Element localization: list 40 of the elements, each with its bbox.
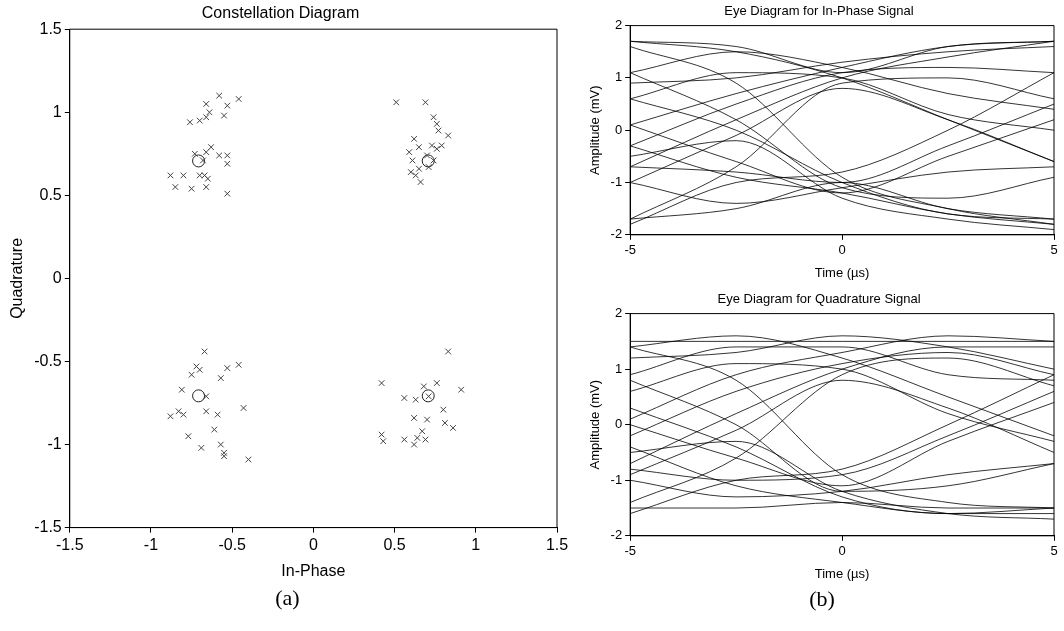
- y-tick-label: -1: [47, 434, 62, 452]
- chart-title: Eye Diagram for Quadrature Signal: [717, 291, 921, 307]
- y-tick-label: -2: [610, 226, 623, 242]
- y-tick-label: 0: [52, 268, 62, 286]
- x-tick-label: 5: [1050, 242, 1058, 258]
- y-tick-label: 1: [614, 69, 623, 85]
- x-tick-label: 1.5: [545, 535, 569, 553]
- y-tick-label: 0: [614, 416, 623, 432]
- x-tick-label: 1: [471, 535, 481, 553]
- x-tick-label: -5: [624, 543, 636, 559]
- text: (a): [274, 585, 301, 611]
- y-tick-label: 2: [614, 17, 623, 33]
- text: (b): [808, 586, 836, 612]
- y-tick-label: -1: [610, 471, 623, 487]
- x-tick-label: 0: [308, 535, 318, 553]
- x-axis-title: In-Phase: [281, 561, 346, 579]
- x-axis-title: Time (µs): [814, 565, 870, 581]
- y-tick-label: -1: [610, 174, 623, 190]
- x-tick-label: -5: [624, 242, 636, 258]
- x-tick-label: -0.5: [218, 535, 247, 553]
- chart-title: Eye Diagram for In-Phase Signal: [724, 3, 914, 19]
- y-axis-title: Quadrature: [8, 237, 26, 319]
- x-tick-label: 0: [838, 242, 846, 258]
- chart-title: Constellation Diagram: [201, 4, 360, 22]
- x-tick-label: 0.5: [383, 535, 406, 553]
- y-tick-label: -1.5: [34, 518, 62, 536]
- x-tick-label: 5: [1050, 543, 1058, 559]
- y-tick-label: 1: [614, 360, 623, 376]
- y-tick-label: -0.5: [34, 351, 62, 369]
- y-axis-title: Amplitude (mV): [587, 85, 603, 175]
- x-tick-label: 0: [838, 543, 846, 559]
- y-tick-label: 0: [614, 121, 623, 137]
- x-tick-label: -1: [143, 535, 159, 553]
- y-tick-label: 2: [614, 305, 623, 321]
- y-tick-label: 0.5: [39, 185, 62, 203]
- y-axis-title: Amplitude (mV): [587, 379, 603, 470]
- y-tick-label: -2: [610, 527, 623, 543]
- y-tick-label: 1.5: [39, 19, 62, 37]
- x-axis-title: Time (µs): [814, 264, 870, 280]
- y-tick-label: 1: [52, 102, 62, 120]
